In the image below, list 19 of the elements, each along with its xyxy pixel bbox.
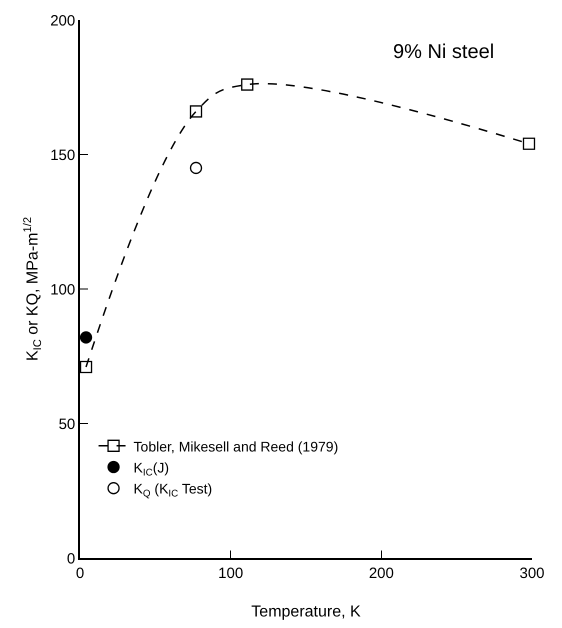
y-tick-label: 0	[66, 550, 76, 568]
x-axis-title: Temperature, K	[251, 604, 362, 620]
x-tick-label: 200	[368, 564, 394, 582]
point	[190, 162, 202, 174]
legend-label: K$_{Q}$ (K$_{IC}$ Test)	[134, 480, 212, 500]
legend-label: Tobler, Mikesell and Reed (1979)	[134, 438, 338, 454]
annotation: 9% Ni steel	[393, 41, 494, 63]
point	[80, 360, 92, 374]
point	[190, 105, 202, 118]
x-tick-label: 300	[519, 564, 545, 582]
point	[522, 138, 536, 150]
point	[241, 78, 254, 91]
y-tick-label: 200	[50, 12, 76, 30]
y-tick-label: 150	[50, 146, 76, 164]
y-tick-label: 50	[58, 416, 76, 433]
legend-label: K$_{IC}$(J)	[134, 459, 170, 478]
x-tick-label: 100	[218, 564, 244, 582]
point	[80, 331, 92, 344]
y-tick-label: 100	[50, 281, 76, 298]
